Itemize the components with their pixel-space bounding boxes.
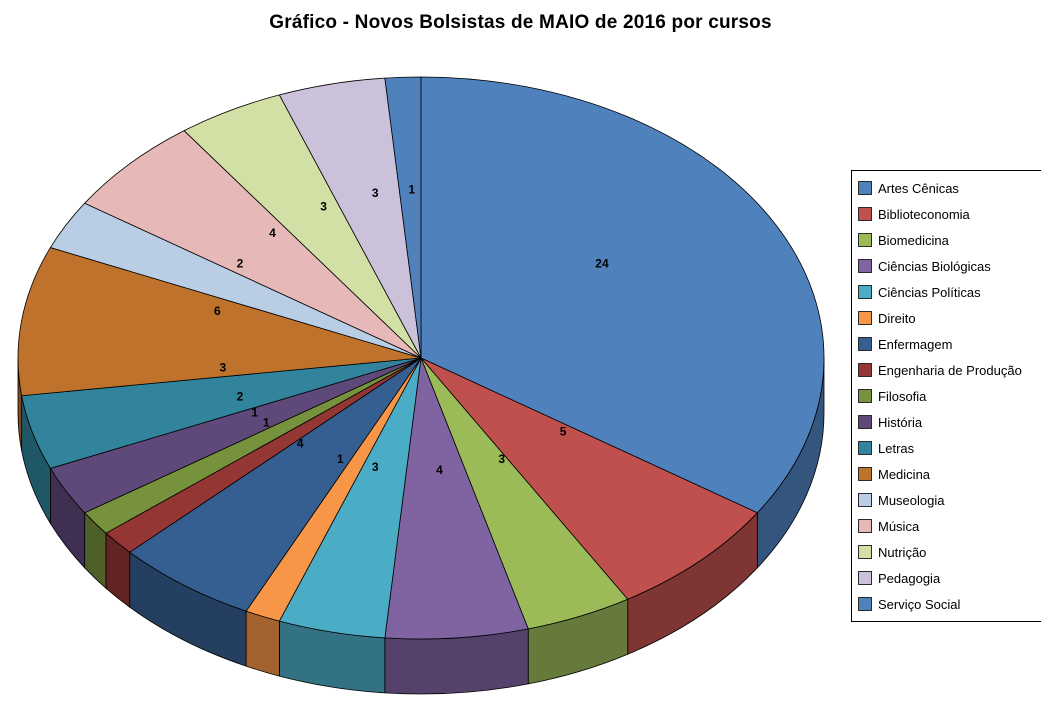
legend-label: Nutrição [878, 544, 927, 560]
slice-value-label: 4 [436, 463, 443, 477]
legend-item: Serviço Social [858, 591, 1040, 617]
legend-item: Ciências Biológicas [858, 253, 1040, 279]
legend-swatch [858, 311, 872, 325]
legend-swatch [858, 493, 872, 507]
legend-label: Biomedicina [878, 232, 949, 248]
legend-item: Filosofia [858, 383, 1040, 409]
legend-item: Pedagogia [858, 565, 1040, 591]
slice-value-label: 4 [297, 437, 304, 451]
slice-value-label: 1 [408, 183, 415, 197]
pie-slice [17, 247, 422, 397]
legend-swatch [858, 597, 872, 611]
slice-value-label: 3 [320, 199, 327, 213]
legend-swatch [858, 337, 872, 351]
legend-label: Ciências Políticas [878, 284, 981, 300]
legend-swatch [858, 363, 872, 377]
legend-swatch [858, 181, 872, 195]
chart-title: Gráfico - Novos Bolsistas de MAIO de 201… [269, 12, 772, 33]
legend-item: Enfermagem [858, 331, 1040, 357]
legend-swatch [858, 571, 872, 585]
legend-label: Engenharia de Produção [878, 362, 1022, 378]
legend-item: Artes Cênicas [858, 175, 1040, 201]
legend-label: Filosofia [878, 388, 927, 404]
slice-value-label: 6 [214, 304, 221, 318]
legend-item: Música [858, 513, 1040, 539]
slice-value-label: 1 [337, 452, 344, 466]
slice-value-label: 1 [251, 406, 258, 420]
legend-item: Letras [858, 435, 1040, 461]
slice-value-label: 3 [372, 186, 379, 200]
legend-swatch [858, 415, 872, 429]
legend-swatch [858, 233, 872, 247]
legend-label: Ciências Biológicas [878, 258, 991, 274]
legend-label: Biblioteconomia [878, 206, 970, 222]
pie-slice-side [245, 610, 280, 677]
slice-value-label: 3 [220, 360, 227, 374]
slice-value-label: 5 [560, 425, 567, 439]
pie-slice [83, 130, 422, 359]
legend-label: Letras [878, 440, 915, 456]
legend-item: Museologia [858, 487, 1040, 513]
legend-label: Direito [878, 310, 916, 326]
legend-item: Biomedicina [858, 227, 1040, 253]
legend-item: Medicina [858, 461, 1040, 487]
pie-slice [129, 357, 422, 612]
legend-label: Serviço Social [878, 596, 961, 612]
slice-value-label: 24 [595, 256, 609, 270]
legend-swatch [858, 207, 872, 221]
legend-items: Artes Cênicas Biblioteconomia Biomedicina C… [858, 175, 1040, 617]
legend-item: Engenharia de Produção [858, 357, 1040, 383]
legend-swatch [858, 441, 872, 455]
legend-item: Biblioteconomia [858, 201, 1040, 227]
slice-value-label: 3 [498, 452, 505, 466]
slice-value-label: 3 [372, 460, 379, 474]
legend: Artes Cênicas Biblioteconomia Biomedicina C… [851, 170, 1041, 622]
legend-label: Pedagogia [878, 570, 941, 586]
legend-swatch [858, 519, 872, 533]
pie-slice [420, 76, 825, 514]
slice-value-label: 2 [237, 390, 244, 404]
pie-slice [384, 357, 529, 640]
legend-item: História [858, 409, 1040, 435]
legend-label: Enfermagem [878, 336, 953, 352]
legend-swatch [858, 285, 872, 299]
pie-slice [420, 357, 759, 600]
legend-label: Medicina [878, 466, 931, 482]
slice-value-label: 4 [269, 226, 276, 240]
legend-label: Artes Cênicas [878, 180, 959, 196]
legend-swatch [858, 259, 872, 273]
legend-swatch [858, 389, 872, 403]
legend-item: Direito [858, 305, 1040, 331]
legend-item: Ciências Políticas [858, 279, 1040, 305]
legend-label: Museologia [878, 492, 945, 508]
slice-value-label: 2 [237, 256, 244, 270]
slice-value-label: 1 [263, 415, 270, 429]
pie-slice [384, 76, 422, 359]
legend-swatch [858, 545, 872, 559]
legend-label: Música [878, 518, 920, 534]
legend-swatch [858, 467, 872, 481]
legend-label: História [878, 414, 923, 430]
legend-item: Nutrição [858, 539, 1040, 565]
